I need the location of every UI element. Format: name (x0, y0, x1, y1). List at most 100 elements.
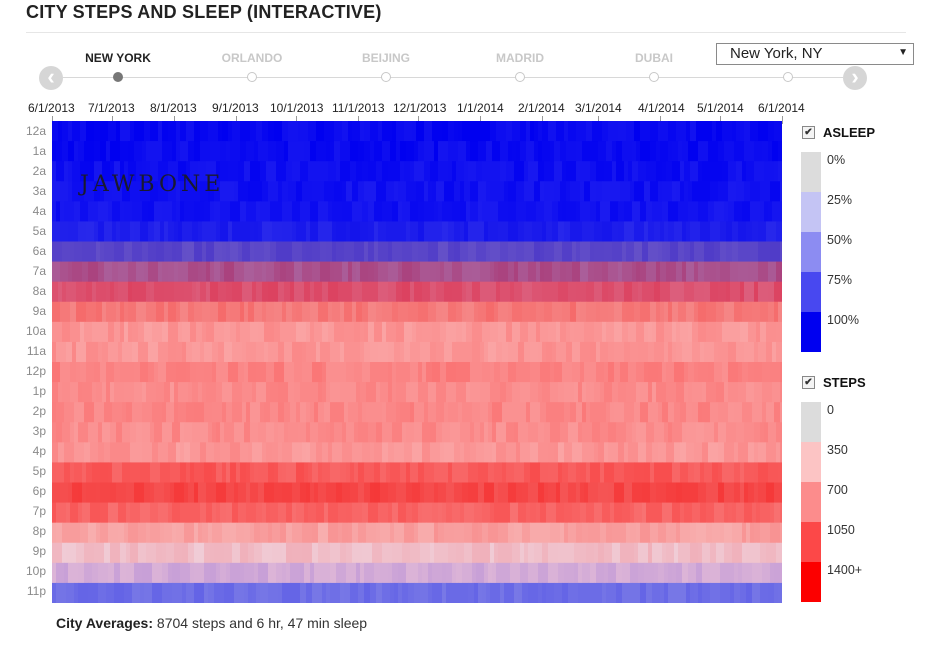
heatmap-cell (134, 221, 141, 242)
heatmap-cell (354, 362, 363, 383)
heatmap-cell (434, 522, 439, 544)
heatmap-cell (132, 582, 141, 603)
heatmap-cell (744, 462, 755, 483)
chevron-right-icon[interactable]: › (843, 66, 867, 90)
heatmap-cell (416, 321, 423, 343)
heatmap-cell (538, 422, 545, 443)
heatmap-cell (52, 281, 59, 303)
heatmap-cell (564, 382, 575, 403)
heatmap-cell (52, 121, 59, 142)
heatmap-cell (162, 201, 173, 222)
heatmap-cell (226, 281, 233, 303)
heatmap-cell (674, 542, 679, 564)
asleep-checkbox[interactable]: ✔ (802, 126, 815, 139)
city-dot-next[interactable] (783, 72, 793, 82)
heatmap-cell (350, 382, 357, 403)
city-select[interactable]: New York, NY ▼ (716, 43, 914, 65)
heatmap-cell (140, 181, 151, 202)
heatmap-cell (194, 462, 205, 483)
heatmap-cell (118, 341, 123, 363)
heatmap-cell (612, 161, 617, 182)
heatmap-cell (738, 261, 749, 283)
heatmap-cell (552, 221, 559, 242)
heatmap-cell (376, 522, 381, 544)
heatmap-cell (148, 201, 155, 222)
heatmap-cell (188, 141, 195, 162)
steps-sleep-heatmap[interactable] (52, 121, 782, 603)
city-tab-orlando[interactable]: ORLANDO (221, 51, 283, 65)
heatmap-cell (52, 482, 61, 504)
heatmap-cell (142, 382, 147, 403)
heatmap-cell (308, 382, 319, 403)
heatmap-cell (86, 281, 93, 303)
heatmap-cell (330, 141, 335, 162)
heatmap-cell (612, 141, 617, 162)
chevron-left-icon[interactable]: ‹ (39, 66, 63, 90)
heatmap-cell (70, 301, 77, 323)
city-dot-orlando[interactable] (247, 72, 257, 82)
city-tab-madrid[interactable]: MADRID (496, 51, 544, 65)
heatmap-cell (576, 301, 581, 323)
heatmap-cell (250, 422, 259, 443)
city-tab-beijing[interactable]: BEIJING (361, 51, 410, 65)
city-tab-new-york[interactable]: NEW YORK (85, 51, 151, 65)
heatmap-cell (410, 281, 415, 303)
heatmap-cell (302, 301, 311, 323)
heatmap-cell (506, 321, 513, 343)
heatmap-cell (122, 422, 131, 443)
steps-toggle[interactable]: ✔ STEPS (802, 375, 866, 390)
heatmap-cell (622, 562, 631, 584)
heatmap-cell (744, 502, 753, 524)
heatmap-cell (518, 221, 525, 242)
heatmap-cell (326, 241, 333, 263)
heatmap-cell (124, 241, 133, 263)
heatmap-cell (388, 502, 393, 524)
heatmap-cell (558, 442, 565, 463)
heatmap-cell (424, 462, 435, 483)
city-tab-dubai[interactable]: DUBAI (635, 51, 673, 65)
heatmap-cell (708, 442, 719, 463)
heatmap-cell (700, 221, 711, 242)
heatmap-cell (448, 301, 457, 323)
heatmap-cell (430, 161, 439, 182)
heatmap-cell (516, 442, 521, 463)
asleep-toggle[interactable]: ✔ ASLEEP (802, 125, 875, 140)
heatmap-cell (126, 542, 131, 564)
heatmap-cell (268, 462, 275, 483)
heatmap-cell (376, 181, 387, 202)
heatmap-cell (52, 562, 57, 584)
heatmap-cell (506, 161, 515, 182)
heatmap-cell (202, 522, 209, 544)
heatmap-cell (218, 301, 227, 323)
heatmap-cell (182, 241, 187, 263)
heatmap-cell (676, 121, 687, 142)
heatmap-cell (130, 542, 139, 564)
heatmap-cell (110, 141, 121, 162)
steps-checkbox[interactable]: ✔ (802, 376, 815, 389)
heatmap-cell (390, 582, 395, 603)
heatmap-cell (90, 161, 95, 182)
heatmap-cell (274, 201, 283, 222)
heatmap-cell (400, 402, 411, 423)
heatmap-cell (52, 201, 57, 222)
heatmap-cell (218, 341, 225, 363)
heatmap-cell (80, 362, 87, 383)
heatmap-cell (686, 221, 691, 242)
heatmap-cell (132, 281, 137, 303)
heatmap-cell (544, 201, 553, 222)
city-dot-madrid[interactable] (515, 72, 525, 82)
city-dot-dubai[interactable] (649, 72, 659, 82)
city-dot-beijing[interactable] (381, 72, 391, 82)
heatmap-cell (430, 341, 437, 363)
heatmap-cell (778, 582, 782, 603)
heatmap-cell (254, 241, 265, 263)
heatmap-cell (156, 382, 165, 403)
heatmap-cell (672, 321, 677, 343)
heatmap-cell (386, 221, 395, 242)
city-dot-new-york[interactable] (113, 72, 123, 82)
heatmap-cell (60, 201, 65, 222)
heatmap-cell (652, 382, 657, 403)
heatmap-cell (540, 321, 549, 343)
heatmap-cell (718, 462, 723, 483)
heatmap-cell (520, 542, 525, 564)
